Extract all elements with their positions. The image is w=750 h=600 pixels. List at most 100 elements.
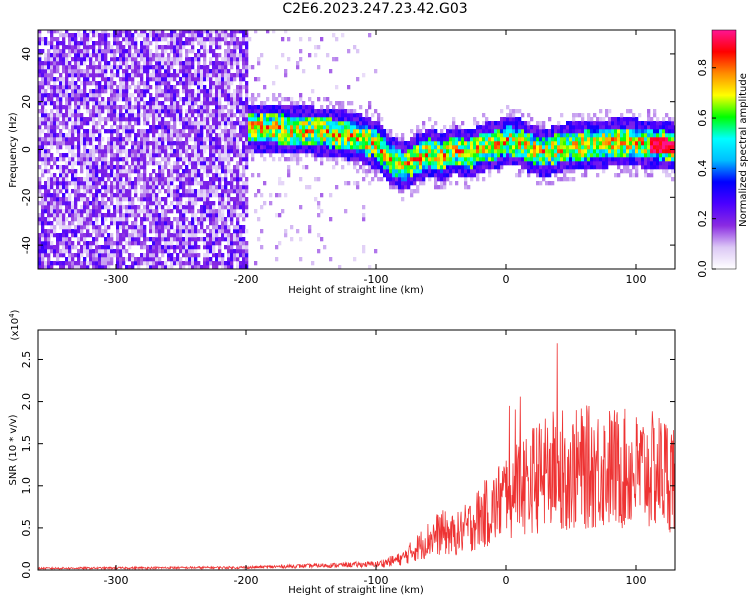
spectrogram-cell xyxy=(365,149,369,154)
spectrogram-cell xyxy=(137,177,141,182)
spectrogram-cell xyxy=(230,61,234,66)
spectrogram-cell xyxy=(221,117,225,122)
spectrogram-cell xyxy=(161,181,165,186)
spectrogram-cell xyxy=(89,141,93,146)
spectrogram-cell xyxy=(413,157,417,162)
spectrogram-cell xyxy=(104,173,108,178)
spectrogram-cell xyxy=(50,125,54,130)
spectrogram-cell xyxy=(257,149,261,154)
spectrogram-cell xyxy=(215,105,219,110)
spectrogram-cell xyxy=(110,189,114,194)
spectrogram-cell xyxy=(59,73,63,78)
spectrogram-cell xyxy=(236,137,240,142)
spectrogram-cell xyxy=(182,261,186,266)
spectrogram-cell xyxy=(242,201,246,206)
spectrogram-cell xyxy=(398,141,402,146)
spectrogram-cell xyxy=(41,65,45,70)
spectrogram-cell xyxy=(458,173,462,178)
spectrogram-cell xyxy=(209,33,213,38)
spectrogram-cell xyxy=(110,105,114,110)
spectrogram-cell xyxy=(56,241,60,246)
spectrogram-cell xyxy=(395,165,399,170)
spectrogram-cell xyxy=(83,85,87,90)
spectrogram-cell xyxy=(134,241,138,246)
spectrogram-cell xyxy=(92,197,96,202)
spectrogram-cell xyxy=(239,93,243,98)
spectrogram-cell xyxy=(155,217,159,222)
spectrogram-cell xyxy=(200,133,204,138)
spectrogram-cell xyxy=(152,265,156,269)
spectrogram-cell xyxy=(110,73,114,78)
spectrogram-cell xyxy=(77,161,81,166)
spectrogram-cell xyxy=(119,85,123,90)
spectrogram-cell xyxy=(80,217,84,222)
spectrogram-cell xyxy=(116,257,120,262)
spectrogram-cell xyxy=(47,237,51,242)
spectrogram-cell xyxy=(134,181,138,186)
spectrogram-cell xyxy=(191,225,195,230)
spectrogram-cell xyxy=(356,129,360,134)
spectrogram-cell xyxy=(428,149,432,154)
spectrogram-cell xyxy=(191,105,195,110)
spectrogram-cell xyxy=(212,129,216,134)
spectrogram-cell xyxy=(95,197,99,202)
spectrogram-cell xyxy=(182,189,186,194)
spectrogram-cell xyxy=(221,201,225,206)
spectrogram-cell xyxy=(173,57,177,62)
spectrogram-cell xyxy=(176,253,180,258)
spectrogram-cell xyxy=(185,109,189,114)
spectrogram-cell xyxy=(83,30,87,34)
spectrogram-cell xyxy=(545,157,549,162)
spectrogram-cell xyxy=(254,129,258,134)
spectrogram-cell xyxy=(152,169,156,174)
spectrogram-cell xyxy=(59,49,63,54)
spectrogram-cell xyxy=(254,149,258,154)
spectrogram-cell xyxy=(218,237,222,242)
spectrogram-cell xyxy=(554,129,558,134)
spectrogram-cell xyxy=(251,101,255,106)
spectrogram-cell xyxy=(209,205,213,210)
spectrogram-cell xyxy=(77,41,81,46)
spectrogram-cell xyxy=(125,193,129,198)
spectrogram-cell xyxy=(155,73,159,78)
spectrogram-cell xyxy=(242,133,246,138)
spectrogram-cell xyxy=(179,117,183,122)
spectrogram-cell xyxy=(122,77,126,82)
spectrogram-cell xyxy=(119,133,123,138)
spectrogram-cell xyxy=(185,113,189,118)
spectrogram-cell xyxy=(65,89,69,94)
spectrogram-cell xyxy=(74,129,78,134)
spectrogram-cell xyxy=(386,137,390,142)
spectrogram-cell xyxy=(335,113,339,118)
spectrogram-cell xyxy=(209,81,213,86)
spectrogram-cell xyxy=(92,33,96,38)
spectrogram-cell xyxy=(302,121,306,126)
spectrogram-cell xyxy=(77,177,81,182)
spectrogram-cell xyxy=(140,261,144,266)
spectrogram-cell xyxy=(263,145,267,150)
spectrogram-cell xyxy=(59,177,63,182)
spectrogram-cell xyxy=(422,157,426,162)
spectrogram-cell xyxy=(431,137,435,142)
spectrogram-cell xyxy=(164,209,168,214)
spectrogram-cell xyxy=(365,145,369,150)
spectrogram-cell xyxy=(161,225,165,230)
spectrogram-cell xyxy=(200,177,204,182)
spectrogram-cell xyxy=(134,61,138,66)
spectrogram-cell xyxy=(314,141,318,146)
spectrogram-cell xyxy=(236,177,240,182)
spectrogram-cell xyxy=(521,165,525,170)
spectrogram-cell xyxy=(299,257,303,262)
spectrogram-cell xyxy=(209,93,213,98)
spectrogram-cell xyxy=(554,173,558,178)
spectrogram-cell xyxy=(173,193,177,198)
spectrogram-cell xyxy=(122,113,126,118)
spectrogram-cell xyxy=(395,153,399,158)
spectrogram-cell xyxy=(239,121,243,126)
spectrogram-cell xyxy=(203,93,207,98)
spectrogram-cell xyxy=(497,153,501,158)
spectrogram-cell xyxy=(203,109,207,114)
spectrogram-cell xyxy=(131,261,135,266)
spectrogram-cell xyxy=(338,113,342,118)
spectrogram-cell xyxy=(155,81,159,86)
